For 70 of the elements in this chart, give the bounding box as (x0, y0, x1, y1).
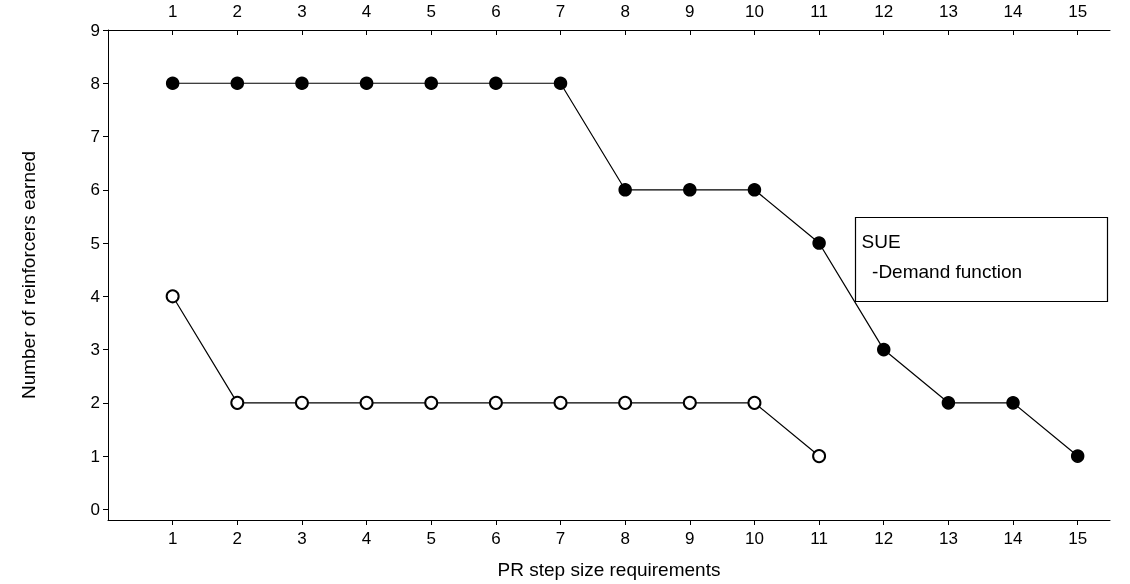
point (553, 76, 568, 91)
x2-tick-label: 1 (167, 2, 178, 21)
x2-tick-label: 5 (426, 2, 436, 21)
x2-tick-label: 10 (744, 2, 764, 21)
point (747, 395, 762, 410)
x-tick-label: 4 (361, 529, 372, 548)
x-tick-label: 15 (1068, 529, 1088, 548)
point (812, 449, 827, 464)
y-tick-label: 2 (90, 393, 100, 413)
point (165, 289, 180, 304)
point (683, 183, 697, 197)
annotation: -Demand function (861, 260, 1023, 282)
point (295, 76, 309, 91)
point (489, 76, 503, 91)
x-tick-label: 10 (744, 529, 764, 548)
x-tick-label: 7 (555, 529, 566, 548)
point (941, 396, 956, 410)
point (618, 395, 633, 410)
point (359, 76, 374, 91)
x-tick-label: 9 (685, 529, 695, 548)
y-tick-label: 0 (90, 499, 100, 519)
x2-tick-label: 7 (555, 2, 566, 21)
point (230, 76, 245, 91)
x2-tick-label: 13 (938, 2, 958, 21)
y-axis-title: Number of reinforcers earned (18, 150, 39, 400)
x-tick-label: 8 (620, 529, 630, 548)
y-tick-label: 5 (90, 233, 100, 253)
x-tick-label: 14 (1003, 529, 1023, 548)
point (553, 395, 568, 410)
point (747, 183, 762, 197)
x2-tick-label: 15 (1068, 2, 1088, 21)
x2-tick-label: 9 (685, 2, 695, 21)
x2-tick-label: 6 (491, 2, 501, 21)
x-tick-label: 1 (167, 529, 178, 548)
point (424, 395, 439, 410)
point (165, 76, 180, 91)
point (618, 183, 632, 197)
x-tick-label: 13 (938, 529, 958, 548)
y-tick-label: 4 (90, 286, 100, 306)
x-tick-label: 12 (874, 529, 894, 548)
point (812, 236, 826, 250)
x-axis-title: PR step size requirements (497, 559, 721, 580)
point (488, 395, 503, 410)
y-tick-label: 8 (90, 73, 100, 93)
y-tick-label: 1 (90, 446, 100, 466)
x2-tick-label: 8 (620, 2, 630, 21)
point (682, 395, 697, 410)
point (424, 76, 438, 91)
y-tick-label: 7 (90, 127, 100, 147)
point (1070, 449, 1085, 463)
x-tick-label: 3 (297, 529, 307, 548)
x2-tick-label: 14 (1003, 2, 1023, 21)
y-tick-label: 9 (90, 20, 100, 40)
y-tick-label: 6 (90, 180, 100, 200)
x-tick-label: 6 (491, 529, 501, 548)
x-tick-label: 11 (810, 529, 828, 548)
x2-tick-label: 4 (361, 2, 372, 21)
point (294, 395, 309, 410)
y-tick-label: 3 (90, 340, 100, 360)
x-tick-label: 2 (232, 529, 243, 548)
point (1006, 396, 1020, 410)
x-tick-label: 5 (426, 529, 436, 548)
x2-tick-label: 3 (297, 2, 307, 21)
point (359, 395, 374, 410)
annotation: SUE (861, 230, 901, 252)
x2-tick-label: 11 (810, 2, 828, 21)
x2-tick-label: 2 (232, 2, 243, 21)
point (877, 342, 891, 357)
point (230, 395, 245, 410)
x2-tick-label: 12 (874, 2, 894, 21)
